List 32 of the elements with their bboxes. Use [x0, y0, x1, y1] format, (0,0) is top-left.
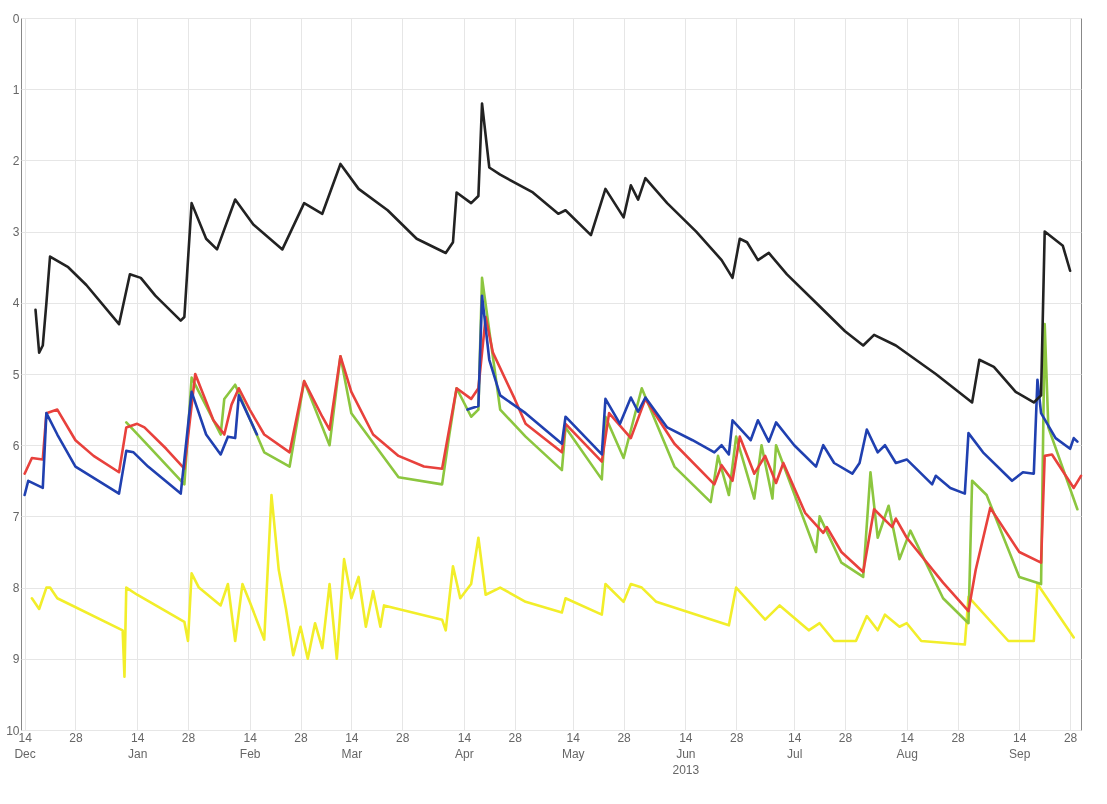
x-tick-label: 14 Sep [1009, 730, 1031, 761]
y-tick-label: 3 [12, 225, 20, 240]
x-tick-label: 14 Apr [455, 730, 474, 761]
y-tick-label: 9 [12, 652, 20, 667]
y-tick-label: 7 [12, 509, 20, 524]
x-tick-label: 14 Jul [787, 730, 803, 761]
x-tick-label: 28 [294, 730, 309, 745]
y-tick-label: 2 [12, 153, 20, 168]
x-tick-label: 28 [508, 730, 523, 745]
line-series [30, 493, 1076, 678]
y-tick-label: 1 [12, 82, 20, 97]
x-tick-label: 28 [69, 730, 83, 745]
x-tick-label: 28 [1063, 730, 1078, 745]
x-tick-label: 14 Jun 2013 [672, 730, 700, 777]
y-tick-label: 4 [12, 296, 20, 311]
y-tick-label: 6 [12, 438, 20, 453]
x-tick-label: 28 [181, 730, 196, 745]
x-tick-label: 14 May [561, 730, 585, 761]
x-tick-label: 14 Aug [896, 730, 918, 761]
x-tick-label: 14 Feb [239, 730, 261, 761]
x-tick-label: 28 [395, 730, 410, 745]
line-series [34, 102, 1072, 404]
y-tick-label: 0 [12, 11, 20, 26]
x-tick-label: 28 [729, 730, 744, 745]
line-series [23, 315, 1083, 613]
y-tick-label: 8 [12, 581, 20, 596]
x-tick-label: 14 Mar [341, 730, 363, 761]
x-tick-label: 28 [617, 730, 632, 745]
y-tick-label: 5 [12, 367, 20, 382]
x-tick-label: 14 Jan [127, 730, 148, 761]
x-tick-label: 28 [838, 730, 853, 745]
x-tick-label: 28 [951, 730, 966, 745]
